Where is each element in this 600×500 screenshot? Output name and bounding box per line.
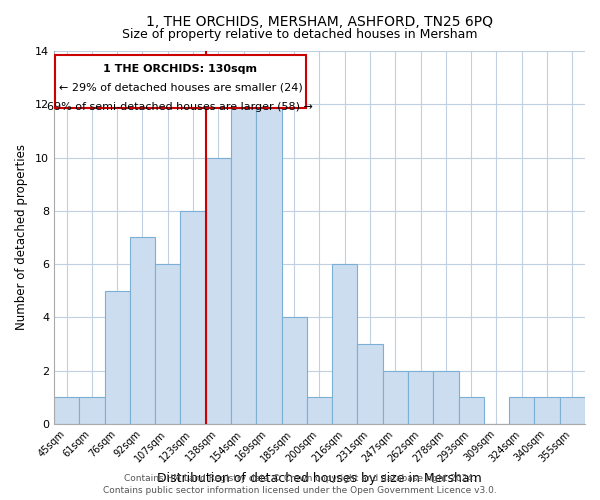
Bar <box>535 398 560 424</box>
Text: Contains HM Land Registry data © Crown copyright and database right 2024.
Contai: Contains HM Land Registry data © Crown c… <box>103 474 497 495</box>
Text: ← 29% of detached houses are smaller (24): ← 29% of detached houses are smaller (24… <box>59 83 302 93</box>
Bar <box>281 318 307 424</box>
Y-axis label: Number of detached properties: Number of detached properties <box>15 144 28 330</box>
Bar <box>206 158 231 424</box>
Bar <box>79 398 104 424</box>
X-axis label: Distribution of detached houses by size in Mersham: Distribution of detached houses by size … <box>157 472 482 485</box>
Text: 69% of semi-detached houses are larger (58) →: 69% of semi-detached houses are larger (… <box>47 102 313 112</box>
Text: Size of property relative to detached houses in Mersham: Size of property relative to detached ho… <box>122 28 478 41</box>
Bar <box>155 264 181 424</box>
Bar <box>181 211 206 424</box>
Bar <box>332 264 358 424</box>
Title: 1, THE ORCHIDS, MERSHAM, ASHFORD, TN25 6PQ: 1, THE ORCHIDS, MERSHAM, ASHFORD, TN25 6… <box>146 15 493 29</box>
Text: 1 THE ORCHIDS: 130sqm: 1 THE ORCHIDS: 130sqm <box>103 64 257 74</box>
FancyBboxPatch shape <box>55 55 305 108</box>
Bar <box>408 370 433 424</box>
Bar <box>433 370 458 424</box>
Bar <box>358 344 383 424</box>
Bar <box>509 398 535 424</box>
Bar <box>104 290 130 424</box>
Bar <box>383 370 408 424</box>
Bar <box>130 238 155 424</box>
Bar <box>458 398 484 424</box>
Bar <box>54 398 79 424</box>
Bar <box>256 104 281 424</box>
Bar <box>560 398 585 424</box>
Bar <box>231 104 256 424</box>
Bar <box>307 398 332 424</box>
